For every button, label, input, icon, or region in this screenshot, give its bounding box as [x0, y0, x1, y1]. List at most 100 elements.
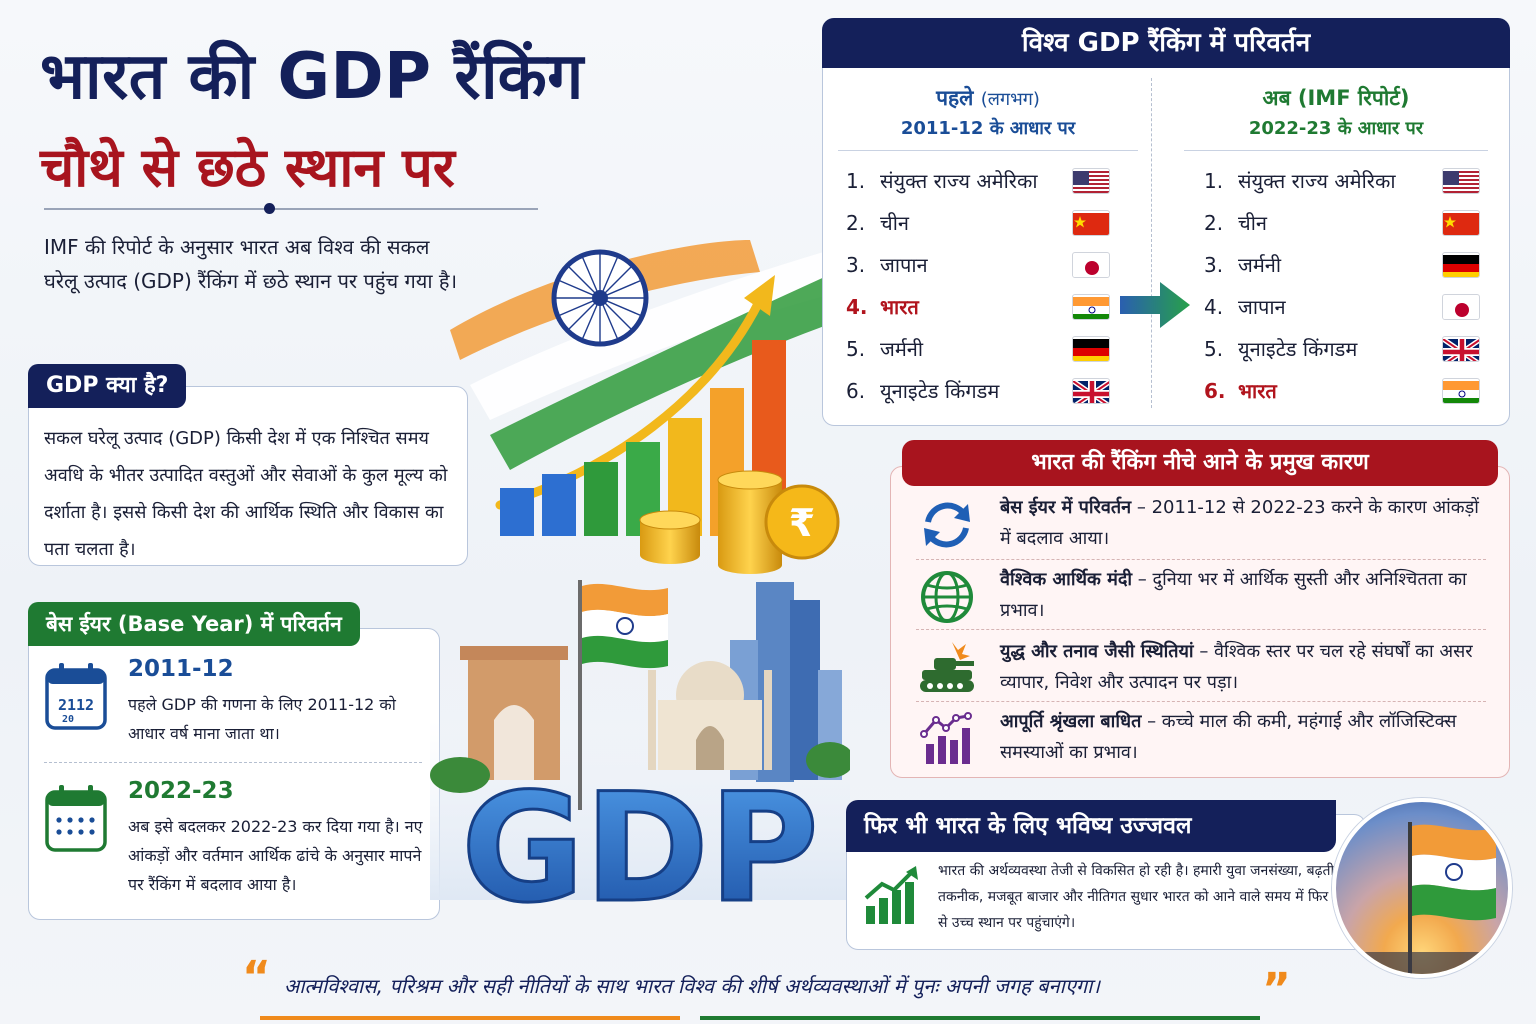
gdp-definition-heading: GDP क्या है? [28, 364, 187, 408]
flag-sunset-image [1332, 798, 1512, 978]
rank-number: 6. [1204, 379, 1226, 403]
title-divider [44, 208, 538, 210]
reason-separator [916, 701, 1486, 702]
rank-number: 4. [846, 295, 868, 319]
calendar-icon [45, 785, 107, 852]
reason-text: बेस ईयर में परिवर्तन – 2011-12 से 2022-2… [1000, 492, 1490, 554]
base-year-new-text: अब इसे बदलकर 2022-23 कर दिया गया है। नए … [128, 817, 423, 894]
svg-text:20: 20 [62, 714, 74, 725]
ranking-row: 6. भारत [1204, 370, 1488, 412]
chart-up-icon [920, 712, 972, 764]
ranking-after-label: अब (IMF रिपोर्ट) [1262, 86, 1410, 110]
uk-flag-icon [1442, 336, 1480, 362]
ranking-before-label: पहले [936, 86, 974, 110]
reason-title: बेस ईयर में परिवर्तन [1000, 497, 1132, 518]
country-name: जापान [880, 253, 928, 277]
future-heading: फिर भी भारत के लिए भविष्य उज्जवल [846, 800, 1336, 852]
reason-item: आपूर्ति श्रृंखला बाधित – कच्चे माल की कम… [908, 706, 1498, 772]
germany-flag-icon [1442, 252, 1480, 278]
ranking-after-list: 1. संयुक्त राज्य अमेरिका 2. चीन 3. जर्मनी 4. जा… [1204, 160, 1488, 412]
gdp-definition-text: सकल घरेलू उत्पाद (GDP) किसी देश में एक न… [44, 428, 448, 560]
country-name: यूनाइटेड किंगडम [1238, 337, 1358, 361]
rank-number: 1. [1204, 169, 1224, 193]
ranking-after-subtitle: 2022-23 के आधार पर [1248, 118, 1424, 139]
country-name: संयुक्त राज्य अमेरिका [880, 169, 1038, 193]
reason-text: वैश्विक आर्थिक मंदी – दुनिया भर में आर्थ… [1000, 564, 1490, 626]
gdp-illustration: ₹ GDP [430, 240, 850, 938]
rank-number: 2. [846, 211, 866, 235]
tank-icon [920, 642, 974, 692]
base-year-old-text: पहले GDP की गणना के लिए 2011-12 को आधार … [128, 695, 396, 743]
rank-number: 1. [846, 169, 866, 193]
country-name: भारत [880, 295, 919, 319]
footer-green-line [700, 1016, 1260, 1020]
reason-body: – दुनिया भर में आर्थिक सुस्ती और अनिश्चि… [1000, 569, 1467, 621]
intro-text: IMF की रिपोर्ट के अनुसार भारत अब विश्व क… [44, 235, 458, 293]
ranking-card [822, 18, 1510, 426]
globe-icon [921, 571, 973, 623]
reason-title: युद्ध और तनाव जैसी स्थितियां [1000, 641, 1194, 662]
future-text: भारत की अर्थव्यवस्था तेजी से विकसित हो र… [938, 863, 1335, 931]
reasons-card [890, 466, 1510, 778]
rank-number: 3. [846, 253, 866, 277]
calendar-icon: 2112 20 [45, 663, 107, 730]
svg-text:2112: 2112 [58, 696, 94, 714]
ranking-row: 2. चीन [1204, 202, 1488, 244]
rank-number: 3. [1204, 253, 1224, 277]
rank-number: 4. [1204, 295, 1224, 319]
reason-separator [916, 559, 1486, 560]
china-flag-icon [1072, 210, 1110, 236]
reason-body: – वैश्विक स्तर पर चल रहे संघर्षों का असर… [1000, 641, 1473, 693]
ranking-row: 1. संयुक्त राज्य अमेरिका [1204, 160, 1488, 202]
ranking-column-divider [1151, 78, 1152, 408]
gdp-3d-text: GDP [461, 762, 819, 936]
country-name: चीन [880, 211, 909, 235]
reason-title: वैश्विक आर्थिक मंदी [1000, 569, 1133, 590]
reason-text: युद्ध और तनाव जैसी स्थितियां – वैश्विक स… [1000, 636, 1490, 698]
arrow-right-icon [1120, 282, 1190, 328]
uk-flag-icon [1072, 378, 1110, 404]
gdp-definition-card [28, 386, 468, 566]
footer-saffron-line [260, 1016, 680, 1020]
japan-flag-icon [1072, 252, 1110, 278]
india-flag-icon [1336, 822, 1508, 974]
ranking-before-subtitle: 2011-12 के आधार पर [900, 118, 1076, 139]
japan-flag-icon [1442, 294, 1480, 320]
china-flag-icon [1442, 210, 1480, 236]
ranking-row: 4. भारत [846, 286, 1116, 328]
ranking-row: 4. जापान [1204, 286, 1488, 328]
reason-item: वैश्विक आर्थिक मंदी – दुनिया भर में आर्थ… [908, 564, 1498, 630]
germany-flag-icon [1072, 336, 1110, 362]
ranking-before-list: 1. संयुक्त राज्य अमेरिका 2. चीन 3. जापान 4. भार… [846, 160, 1116, 412]
ranking-before-header: पहले (लगभग) 2011-12 के आधार पर [838, 84, 1138, 140]
page-subtitle: चौथे से छठे स्थान पर [40, 136, 455, 199]
ranking-heading: विश्व GDP रैंकिंग में परिवर्तन [822, 18, 1510, 68]
quote-close-icon: ” [1262, 964, 1291, 1015]
title-divider-dot [264, 203, 275, 214]
country-name: जर्मनी [1238, 253, 1282, 277]
country-name: जर्मनी [880, 337, 924, 361]
rank-number: 2. [1204, 211, 1224, 235]
closing-quote: आत्मविश्वास, परिश्रम और सही नीतियों के स… [284, 974, 1100, 998]
country-name: संयुक्त राज्य अमेरिका [1238, 169, 1396, 193]
ranking-row: 5. यूनाइटेड किंगडम [1204, 328, 1488, 370]
reason-item: युद्ध और तनाव जैसी स्थितियां – वैश्विक स… [908, 636, 1498, 702]
ranking-row: 5. जर्मनी [846, 328, 1116, 370]
quote-open-icon: “ [242, 952, 271, 1003]
rank-number: 5. [1204, 337, 1224, 361]
ranking-row: 6. यूनाइटेड किंगडम [846, 370, 1116, 412]
country-name: जापान [1238, 295, 1286, 319]
india-flag-icon [1442, 378, 1480, 404]
ranking-after-rule [1184, 150, 1488, 151]
ranking-after-header: अब (IMF रिपोर्ट) 2022-23 के आधार पर [1184, 84, 1488, 140]
ranking-row: 1. संयुक्त राज्य अमेरिका [846, 160, 1116, 202]
base-year-old: 2011-12 [128, 656, 234, 682]
base-year-separator [44, 762, 422, 763]
india-flag-icon [1072, 294, 1110, 320]
rank-number: 6. [846, 379, 866, 403]
reason-item: बेस ईयर में परिवर्तन – 2011-12 से 2022-2… [908, 492, 1498, 558]
country-name: चीन [1238, 211, 1267, 235]
ranking-row: 3. जापान [846, 244, 1116, 286]
reason-body: – 2011-12 से 2022-23 करने के कारण आंकड़ो… [1000, 497, 1479, 549]
ranking-before-qualifier: (लगभग) [980, 89, 1040, 110]
